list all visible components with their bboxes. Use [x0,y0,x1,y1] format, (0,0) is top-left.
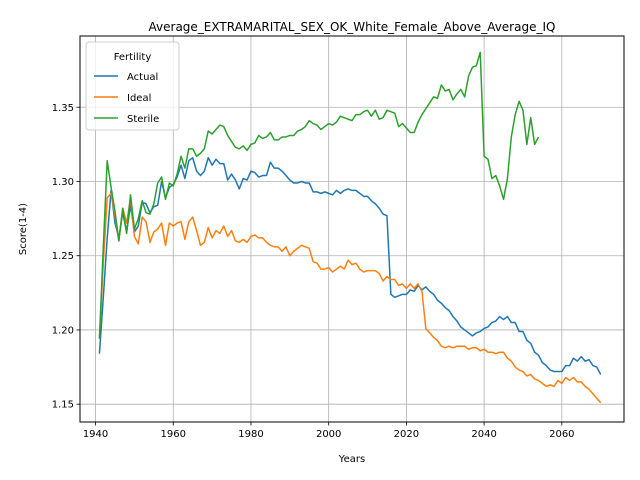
x-tick-label: 2020 [394,429,419,440]
x-tick-label: 1940 [83,429,108,440]
y-tick-label: 1.25 [52,251,74,262]
series-line-ideal [98,192,602,404]
series-lines [98,51,602,404]
legend-label-sterile: Sterile [127,114,159,125]
legend: Fertility Actual Ideal Sterile [85,41,180,131]
y-tick-label: 1.30 [52,177,74,188]
legend-label-ideal: Ideal [127,93,151,104]
x-axis-label: Years [338,454,365,465]
y-tick-label: 1.35 [52,103,74,114]
y-axis-ticks: 1.15 1.20 1.25 1.30 1.35 [52,103,80,411]
x-tick-label: 2060 [549,429,574,440]
x-tick-label: 1960 [161,429,186,440]
x-axis-ticks: 1940 1960 1980 2000 2020 2040 2060 [83,422,575,440]
legend-box [85,41,180,131]
y-tick-label: 1.15 [52,400,74,411]
x-tick-label: 2040 [471,429,496,440]
legend-label-actual: Actual [127,72,158,83]
chart-title: Average_EXTRAMARITAL_SEX_OK_White_Female… [149,20,556,34]
series-line-sterile [98,51,540,339]
y-tick-label: 1.20 [52,325,74,336]
legend-items: Actual Ideal Sterile [94,72,159,125]
plot-frame [79,35,625,423]
y-axis-label: Score(1-4) [18,203,29,255]
grid-lines [80,36,624,422]
x-tick-label: 2000 [316,429,341,440]
series-line-actual [98,156,602,375]
x-tick-label: 1980 [238,429,263,440]
legend-title: Fertility [114,52,152,63]
